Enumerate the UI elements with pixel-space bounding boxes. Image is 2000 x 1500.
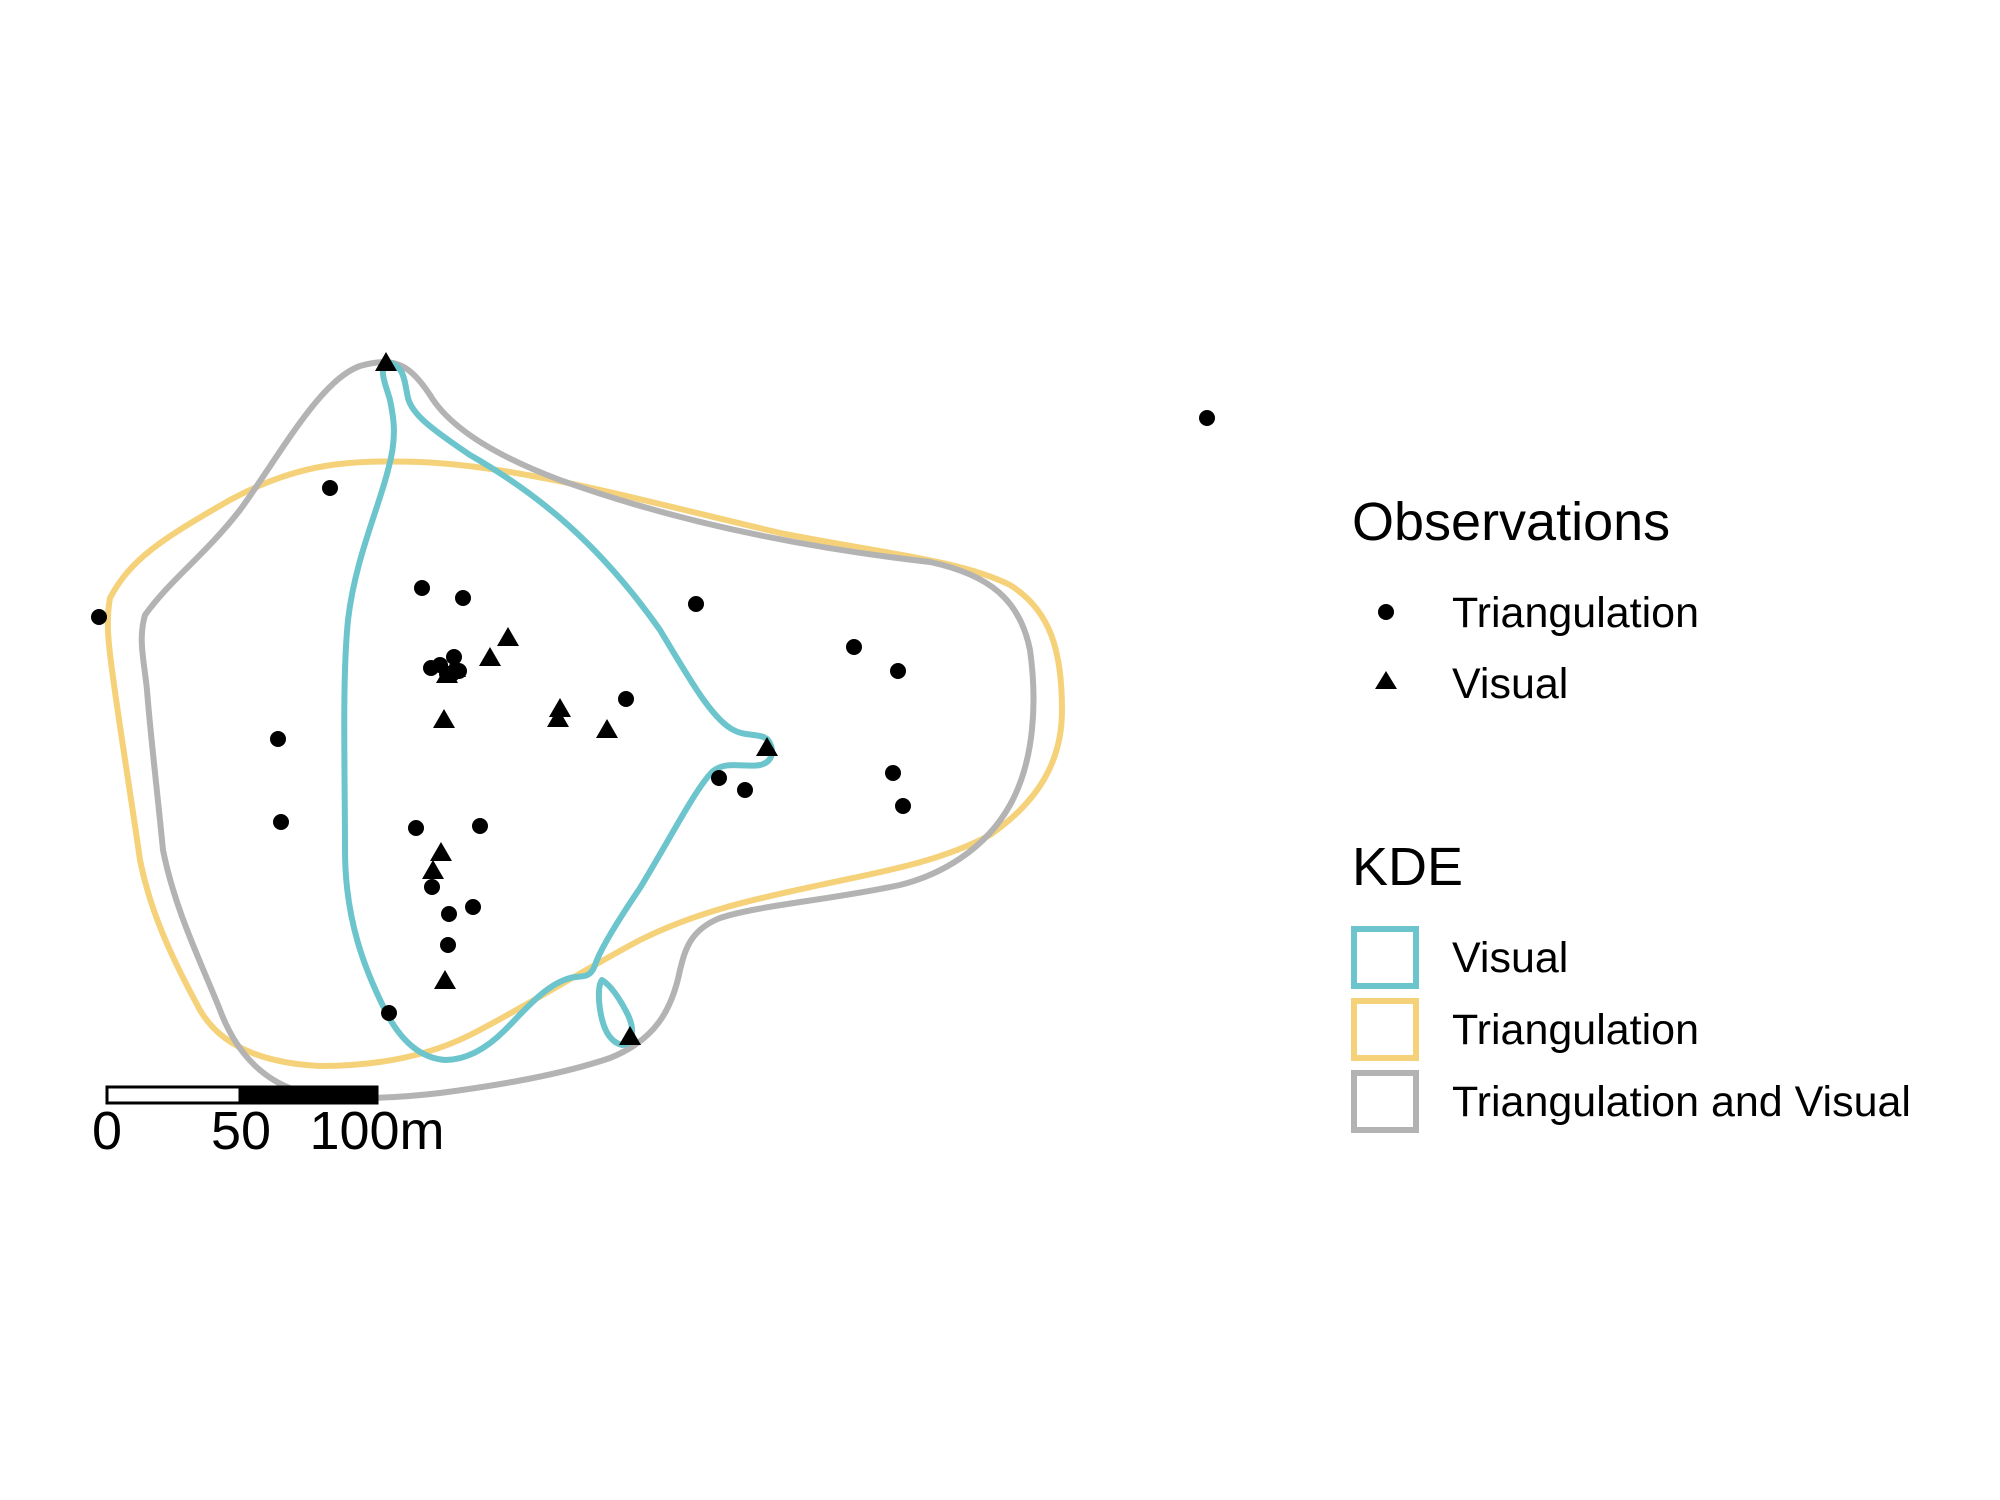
triangulation-observation-point: [414, 580, 430, 596]
visual-observation-point: [430, 842, 452, 861]
scale-label-100m: 100m: [309, 1101, 444, 1161]
scale-label-50: 50: [211, 1101, 271, 1161]
triangulation-observation-point: [846, 639, 862, 655]
triangulation-observation-point: [322, 480, 338, 496]
triangulation-observation-point: [441, 906, 457, 922]
visual-observation-point: [756, 737, 778, 756]
legend-label-kde-triangulation: Triangulation: [1452, 1006, 1699, 1054]
legend-label-kde-visual: Visual: [1452, 934, 1568, 982]
visual-observation-point: [422, 860, 444, 879]
triangulation-observation-point: [381, 1005, 397, 1021]
scale-bar: 0 50 100m: [92, 1085, 445, 1161]
legend-title-kde: KDE: [1352, 837, 1463, 897]
triangulation-observation-point: [895, 798, 911, 814]
triangulation-observation-point: [273, 814, 289, 830]
triangulation-observation-point: [424, 879, 440, 895]
scale-bar-segment-black: [238, 1085, 379, 1105]
visual-observation-point: [497, 627, 519, 646]
legend-label-triangulation-obs: Triangulation: [1452, 589, 1699, 637]
triangulation-observation-point: [91, 609, 107, 625]
triangulation-observation-point: [890, 663, 906, 679]
legend-label-visual-obs: Visual: [1452, 660, 1568, 708]
visual-observation-point: [434, 970, 456, 989]
observation-points: [91, 352, 1215, 1045]
legend-label-kde-both: Triangulation and Visual: [1452, 1078, 1911, 1126]
triangulation-observation-point: [432, 657, 448, 673]
visual-observation-point: [479, 647, 501, 666]
kde-contour-both: [138, 359, 1037, 1101]
triangulation-observation-point: [472, 818, 488, 834]
triangulation-observation-point: [885, 765, 901, 781]
triangulation-observation-point: [440, 937, 456, 953]
legend-key-kde-both: [1351, 1070, 1419, 1133]
legend-key-kde-triangulation: [1351, 998, 1419, 1061]
legend: Observations Triangulation Visual KDE Vi…: [1351, 492, 1911, 1133]
legend-key-triangulation-circle: [1378, 604, 1394, 620]
triangulation-observation-point: [1199, 410, 1215, 426]
triangulation-observation-point: [711, 770, 727, 786]
kde-contours: [104, 359, 1065, 1101]
kde-contour-triangulation: [104, 458, 1065, 1069]
visual-observation-point: [547, 708, 569, 727]
triangulation-observation-point: [270, 731, 286, 747]
visual-observation-point: [433, 709, 455, 728]
visual-observation-point: [549, 698, 571, 717]
triangulation-observation-point: [618, 691, 634, 707]
triangulation-observation-point: [408, 820, 424, 836]
legend-key-visual-triangle: [1375, 671, 1397, 689]
triangulation-observation-point: [688, 596, 704, 612]
triangulation-observation-point: [737, 782, 753, 798]
scale-label-0: 0: [92, 1101, 122, 1161]
legend-key-kde-visual: [1351, 926, 1419, 989]
visual-observation-point: [375, 352, 397, 371]
triangulation-observation-point: [455, 590, 471, 606]
visual-observation-point: [619, 1026, 641, 1045]
legend-title-observations: Observations: [1352, 492, 1670, 552]
visual-observation-point: [596, 719, 618, 738]
visual-observation-point: [444, 655, 466, 674]
triangulation-observation-point: [465, 899, 481, 915]
